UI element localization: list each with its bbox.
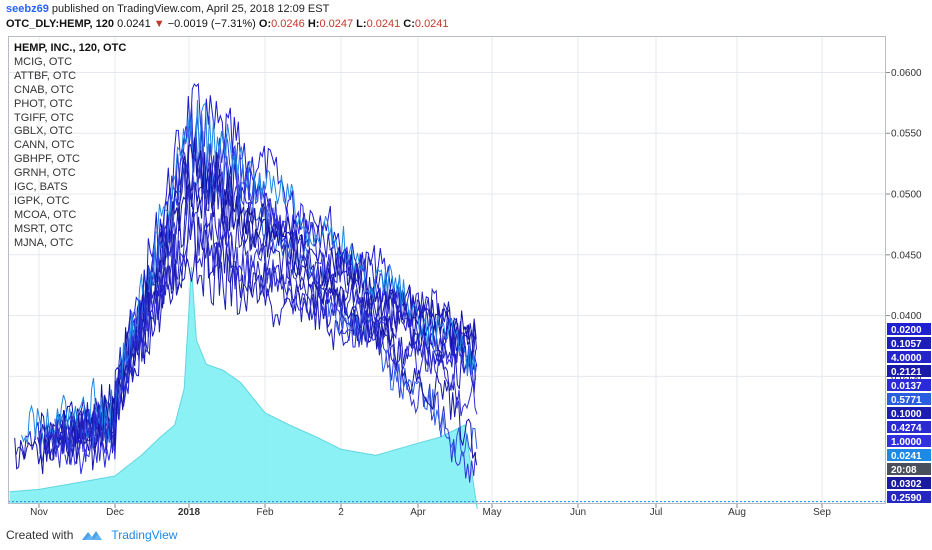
legend-entry[interactable]: CNAB, OTC xyxy=(14,83,74,96)
legend-entry[interactable]: ATTBF, OTC xyxy=(14,69,77,82)
y-tick-label: 0.0600 xyxy=(891,68,922,79)
legend-entry[interactable]: TGIFF, OTC xyxy=(14,111,74,124)
x-tick-label: Sep xyxy=(813,507,831,518)
close-value: 0.0241 xyxy=(414,18,449,30)
x-tick-label: 2018 xyxy=(178,507,201,518)
x-tick-label: Aug xyxy=(728,507,746,518)
last-value-badge xyxy=(887,393,931,405)
open-value: 0.0246 xyxy=(271,18,305,30)
last-value-badge xyxy=(887,449,931,461)
tradingview-logo-icon xyxy=(82,531,103,540)
symbol-header: OTC_DLY:HEMP, 120 0.0241 ▼ −0.0019 (−7.3… xyxy=(6,18,449,30)
last-value-text: 0.2590 xyxy=(891,493,922,504)
last-value-badge xyxy=(887,323,931,335)
x-tick-label: Apr xyxy=(410,507,426,518)
x-tick-label: Dec xyxy=(106,507,124,518)
comparison-series-line xyxy=(21,100,476,445)
last-value-text: 20:08 xyxy=(891,465,917,476)
last-value-text: 0.0137 xyxy=(891,381,922,392)
last-value-badge xyxy=(887,407,931,419)
last-value-text: 0.0200 xyxy=(891,325,922,336)
last-value-badge xyxy=(887,477,931,489)
close-label: C: xyxy=(403,18,415,30)
legend-entry[interactable]: PHOT, OTC xyxy=(14,97,73,110)
x-tick-label: May xyxy=(483,507,502,518)
last-price: 0.0241 xyxy=(117,18,151,30)
last-value-badge xyxy=(887,379,931,391)
publish-text: published on TradingView.com, April 25, … xyxy=(51,3,330,15)
x-tick-label: 2 xyxy=(338,507,344,518)
last-value-text: 0.0302 xyxy=(891,479,922,490)
symbol-name[interactable]: OTC_DLY:HEMP, 120 xyxy=(6,18,115,30)
last-value-badge xyxy=(887,421,931,433)
comparison-series-line xyxy=(50,178,476,453)
x-tick-label: Feb xyxy=(256,507,274,518)
comparison-series-line xyxy=(48,188,478,454)
last-value-text: 0.4274 xyxy=(891,423,922,434)
chart-frame xyxy=(8,36,886,504)
legend-main-series: HEMP, INC., 120, OTC xyxy=(14,42,127,54)
legend-entry[interactable]: IGPK, OTC xyxy=(14,194,70,207)
last-value-text: 0.2121 xyxy=(891,367,922,378)
price-change: −0.0019 (−7.31%) xyxy=(167,18,256,30)
legend-entry[interactable]: GRNH, OTC xyxy=(14,167,76,180)
high-label: H: xyxy=(307,18,320,30)
last-value-text: 1.0000 xyxy=(891,437,922,448)
last-value-badge xyxy=(887,337,931,349)
author-link[interactable]: seebz69 xyxy=(6,3,49,15)
last-value-badge xyxy=(887,435,931,447)
legend-entry[interactable]: MCIG, OTC xyxy=(14,55,73,68)
last-value-text: 0.1057 xyxy=(891,339,922,350)
low-value: 0.0241 xyxy=(366,18,401,30)
series-legend: HEMP, INC., 120, OTC MCIG, OTC ATTBF, OTC… xyxy=(14,42,126,251)
x-tick-label: Nov xyxy=(30,507,48,518)
created-with-text: Created with xyxy=(6,528,74,542)
last-value-badge xyxy=(887,351,931,363)
x-tick-label: Jun xyxy=(570,507,586,518)
last-value-text: 0.0241 xyxy=(891,451,922,462)
last-value-badge xyxy=(887,463,931,475)
legend-entry[interactable]: IGC, BATS xyxy=(14,181,68,194)
down-arrow-icon: ▼ xyxy=(153,18,165,30)
legend-entry[interactable]: MCOA, OTC xyxy=(14,208,77,221)
tradingview-brand-link[interactable]: TradingView xyxy=(111,528,178,542)
open-label: O: xyxy=(258,18,272,30)
x-tick-label: Jul xyxy=(650,507,663,518)
last-value-text: 0.5771 xyxy=(891,395,922,406)
last-value-badge xyxy=(887,365,931,377)
last-value-badge xyxy=(887,491,931,503)
y-tick-label: 0.0350 xyxy=(891,372,922,383)
y-tick-label: 0.0550 xyxy=(891,129,922,140)
hemp-area-outline xyxy=(9,266,478,509)
publish-header: seebz69 published on TradingView.com, Ap… xyxy=(6,3,329,15)
comparison-series-line xyxy=(39,104,477,483)
y-tick-label: 0.0400 xyxy=(891,311,922,322)
legend-entry[interactable]: MJNA, OTC xyxy=(14,236,74,249)
legend-entry[interactable]: GBLX, OTC xyxy=(14,125,73,138)
low-label: L: xyxy=(356,18,367,30)
hemp-area-series xyxy=(9,267,478,509)
last-value-text: 4.0000 xyxy=(891,353,922,364)
y-tick-label: 0.0500 xyxy=(891,190,922,201)
y-tick-label: 0.0450 xyxy=(891,250,922,261)
high-value: 0.0247 xyxy=(319,18,354,30)
footer: Created with TradingView xyxy=(6,528,177,542)
last-value-text: 0.1000 xyxy=(891,409,922,420)
legend-entry[interactable]: CANN, OTC xyxy=(14,139,75,152)
legend-entry[interactable]: GBHPF, OTC xyxy=(14,153,81,166)
legend-entry[interactable]: MSRT, OTC xyxy=(14,222,74,235)
